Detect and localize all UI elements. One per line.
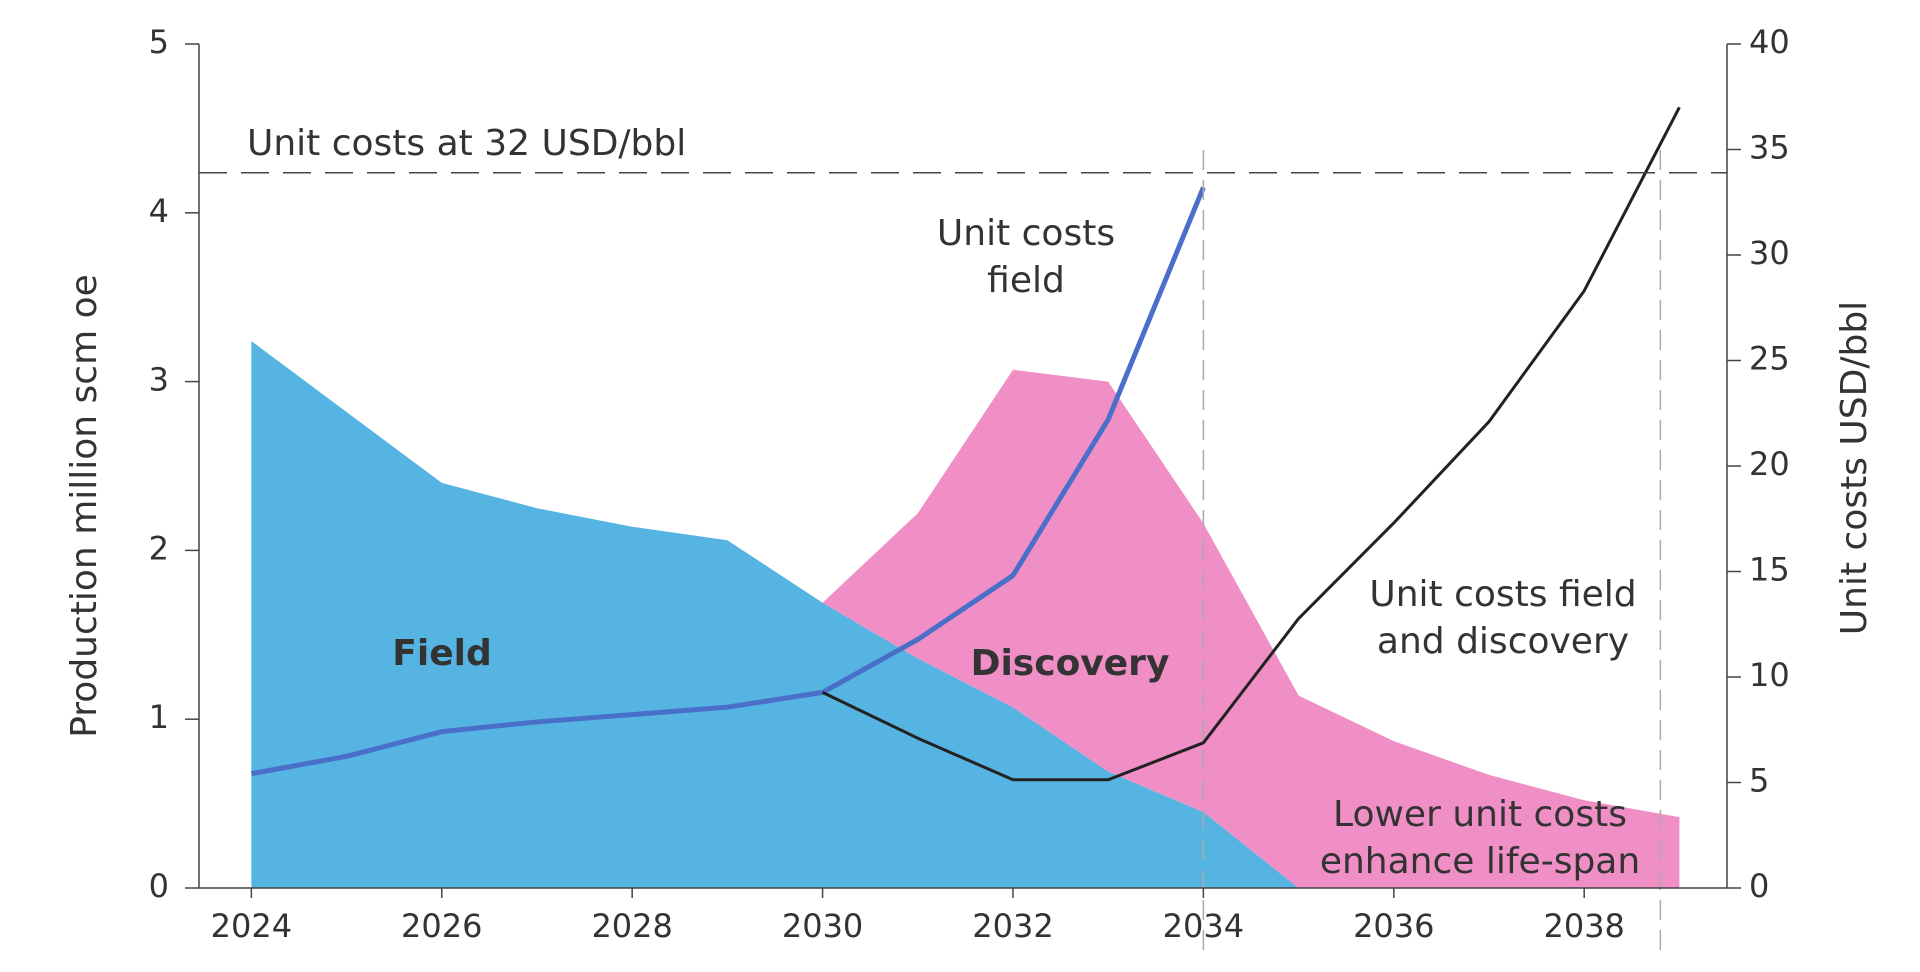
x-tick-label: 2024 [211,907,292,945]
y-tick-label: 0 [149,867,169,905]
y-tick-label: 3 [149,361,169,399]
y2-tick-label: 20 [1749,445,1790,483]
reference-label: Unit costs at 32 USD/bbl [247,123,686,164]
annotation: and discovery [1377,621,1629,662]
y2-tick-label: 5 [1749,762,1769,800]
y2-axis-title: Unit costs USD/bbl [1834,301,1875,635]
y2-tick-label: 0 [1749,867,1769,905]
x-tick-label: 2030 [782,907,863,945]
y2-tick-label: 35 [1749,129,1790,167]
x-tick-label: 2028 [591,907,672,945]
area [822,369,1680,888]
x-tick-label: 2038 [1543,907,1624,945]
x-tick-label: 2032 [972,907,1053,945]
annotation: Unit costs [937,213,1115,254]
area [251,341,1680,888]
annotation: Lower unit costs [1333,794,1627,835]
line [821,106,1681,782]
x-tick-label: 2036 [1353,907,1434,945]
annotation: Discovery [971,643,1170,684]
y2-tick-label: 25 [1749,340,1790,378]
y2-tick-label: 40 [1749,23,1790,61]
y-tick-label: 1 [149,698,169,736]
annotation: field [987,260,1065,301]
y-tick-label: 5 [149,23,169,61]
annotation: enhance life-span [1320,841,1640,882]
x-tick-label: 2026 [401,907,482,945]
annotation: Unit costs field [1369,574,1636,615]
y2-tick-label: 30 [1749,234,1790,272]
x-tick-label: 2034 [1163,907,1244,945]
annotation: Field [392,633,491,674]
line [250,186,1206,777]
y-axis-title: Production million scm oe [64,274,105,738]
y2-tick-label: 10 [1749,656,1790,694]
y-tick-label: 4 [149,192,169,230]
y-tick-label: 2 [149,529,169,567]
y2-tick-label: 15 [1749,551,1790,589]
